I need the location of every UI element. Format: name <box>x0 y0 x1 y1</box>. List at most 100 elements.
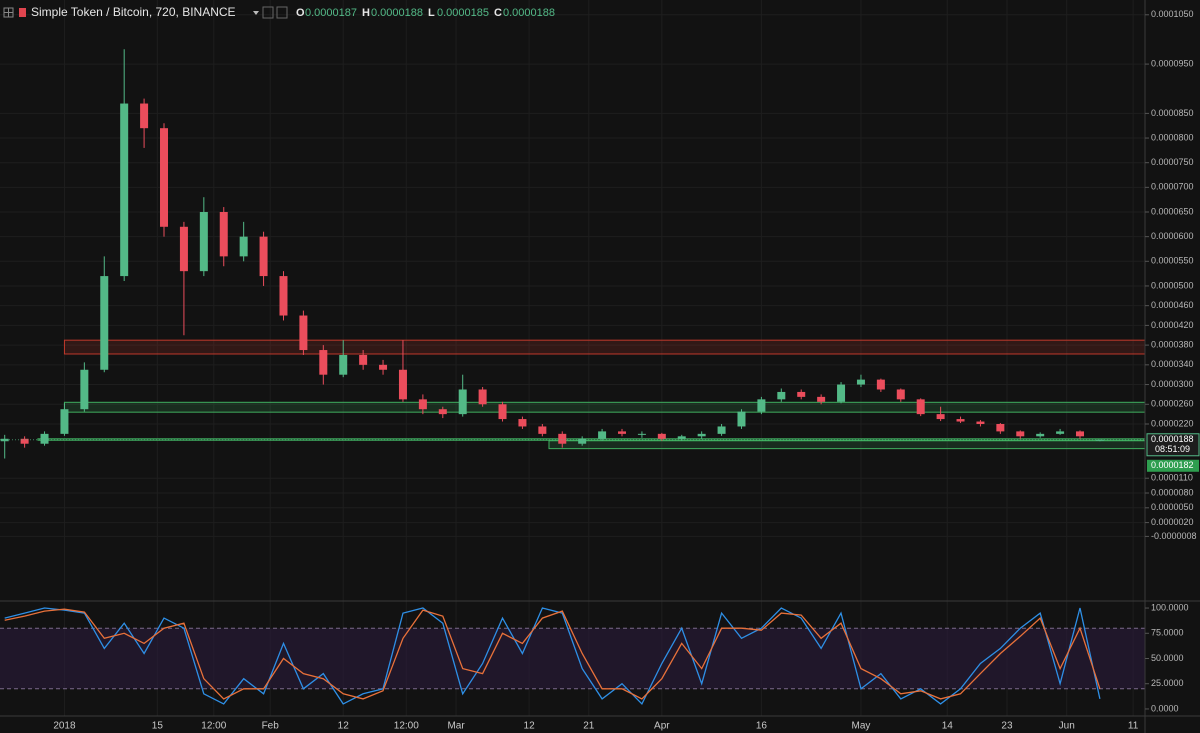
candle-body <box>458 389 467 415</box>
candle-body <box>1056 431 1065 434</box>
candle-body <box>219 211 228 257</box>
x-tick-label: 15 <box>152 721 164 732</box>
candle-body <box>120 103 129 277</box>
candle-body <box>398 369 407 400</box>
x-tick-label: May <box>852 721 871 732</box>
x-tick-label: 14 <box>942 721 954 732</box>
y-tick-label: 0.0000500 <box>1151 280 1194 290</box>
candle-body <box>598 431 607 439</box>
candle-body <box>359 354 368 365</box>
y-tick-label: 0.0000460 <box>1151 300 1194 310</box>
candle-body <box>100 276 109 370</box>
candle-body <box>996 423 1005 432</box>
candle-body <box>239 236 248 257</box>
grid <box>0 0 1145 716</box>
y-tick-label: 0.0000800 <box>1151 132 1194 142</box>
candle-body <box>777 391 786 400</box>
symbol-icon <box>19 8 26 17</box>
oscillator-band <box>0 628 1145 689</box>
candle-body <box>160 128 169 227</box>
candle-body <box>637 433 646 435</box>
ohlc-value: 0.0000188 <box>371 7 423 19</box>
candle-body <box>319 350 328 375</box>
candle-body <box>856 379 865 385</box>
candle-body <box>199 211 208 272</box>
candle-body <box>916 399 925 415</box>
candle-body <box>817 396 826 402</box>
oscillator <box>0 607 1145 706</box>
y-tick-label: 0.0001050 <box>1151 9 1194 19</box>
candle-body <box>1036 433 1045 437</box>
icon[interactable] <box>276 6 288 19</box>
dropdown-arrow[interactable] <box>253 11 259 15</box>
y-tick-label: 0.0000750 <box>1151 157 1194 167</box>
candle-body <box>418 399 427 410</box>
candle-body <box>837 384 846 402</box>
y-tick-label: 0.0000380 <box>1151 339 1194 349</box>
candle-body <box>438 409 447 415</box>
candle-body <box>279 276 288 316</box>
last-price-tag <box>1146 433 1200 457</box>
y-tick-label: 0.0000080 <box>1151 487 1194 497</box>
candle-body <box>876 379 885 390</box>
candle-body <box>379 364 388 370</box>
zone <box>63 401 1146 413</box>
candle-body <box>797 391 806 397</box>
y-tick-label: 0.0000650 <box>1151 206 1194 216</box>
candle-body <box>299 315 308 351</box>
y-tick-label: 0.0000220 <box>1151 418 1194 428</box>
y-tick-label: 50.0000 <box>1151 653 1184 663</box>
y-tick-label: 0.0000050 <box>1151 502 1194 512</box>
candle-body <box>578 438 587 444</box>
y-tick-label: 25.0000 <box>1151 678 1184 688</box>
y-tick-label: 0.0000950 <box>1151 58 1194 68</box>
y-tick-label: 100.0000 <box>1151 602 1189 612</box>
candle-body <box>677 436 686 439</box>
candle-body <box>896 389 905 400</box>
oscillator-line <box>4 607 1101 706</box>
x-tick-label: 12 <box>524 721 536 732</box>
ohlc-value: 0.0000185 <box>437 7 489 19</box>
x-tick-label: Feb <box>262 721 280 732</box>
x-tick-label: Jun <box>1059 721 1075 732</box>
candle-body <box>737 411 746 427</box>
y-tick-label: 0.0000420 <box>1151 320 1194 330</box>
y-tick-label: 0.0000550 <box>1151 256 1194 266</box>
candle-body <box>518 419 527 427</box>
candle-body <box>179 226 188 272</box>
candle-body <box>60 409 69 434</box>
candle-body <box>717 426 726 434</box>
oscillator-line <box>4 608 1101 700</box>
x-tick-label: 12:00 <box>201 721 226 732</box>
ohlc-value: 0.0000187 <box>305 7 357 19</box>
candle-body <box>80 369 89 410</box>
candle-body <box>956 419 965 422</box>
x-tick-label: 23 <box>1001 721 1013 732</box>
y-tick-label: 0.0000110 <box>1151 473 1193 483</box>
candle-body <box>1095 439 1104 441</box>
y-tick-label: -0.0000008 <box>1151 531 1197 541</box>
ohlc-value: 0.0000188 <box>503 7 555 19</box>
candle-body <box>339 354 348 375</box>
candle-body <box>20 438 29 444</box>
y-tick-label: 75.0000 <box>1151 628 1184 638</box>
candle-body <box>657 433 666 439</box>
symbol-title[interactable]: Simple Token / Bitcoin, 720, BINANCE <box>31 5 236 19</box>
x-tick-label: 2018 <box>53 721 76 732</box>
candle-body <box>140 103 149 129</box>
candle-body <box>976 421 985 424</box>
countdown: 08:51:09 <box>1155 444 1190 454</box>
x-tick-label: 11 <box>1128 721 1139 732</box>
icon[interactable] <box>262 6 274 19</box>
ohlc-legend: O 0.0000187 H 0.0000188 L 0.0000185 C 0.0000188 <box>296 7 555 19</box>
y-tick-label: 0.0000020 <box>1151 517 1194 527</box>
x-tick-label: Mar <box>447 721 465 732</box>
axes: 2018 15 12:00 Feb 12 12:00 Mar 12 21 Apr 16 May 14 23… <box>53 9 1200 732</box>
candle-body <box>936 414 945 420</box>
y-tick-label: 0.0000850 <box>1151 108 1194 118</box>
candle-body <box>1016 431 1025 437</box>
x-tick-label: 21 <box>583 721 595 732</box>
candle-body <box>697 433 706 437</box>
